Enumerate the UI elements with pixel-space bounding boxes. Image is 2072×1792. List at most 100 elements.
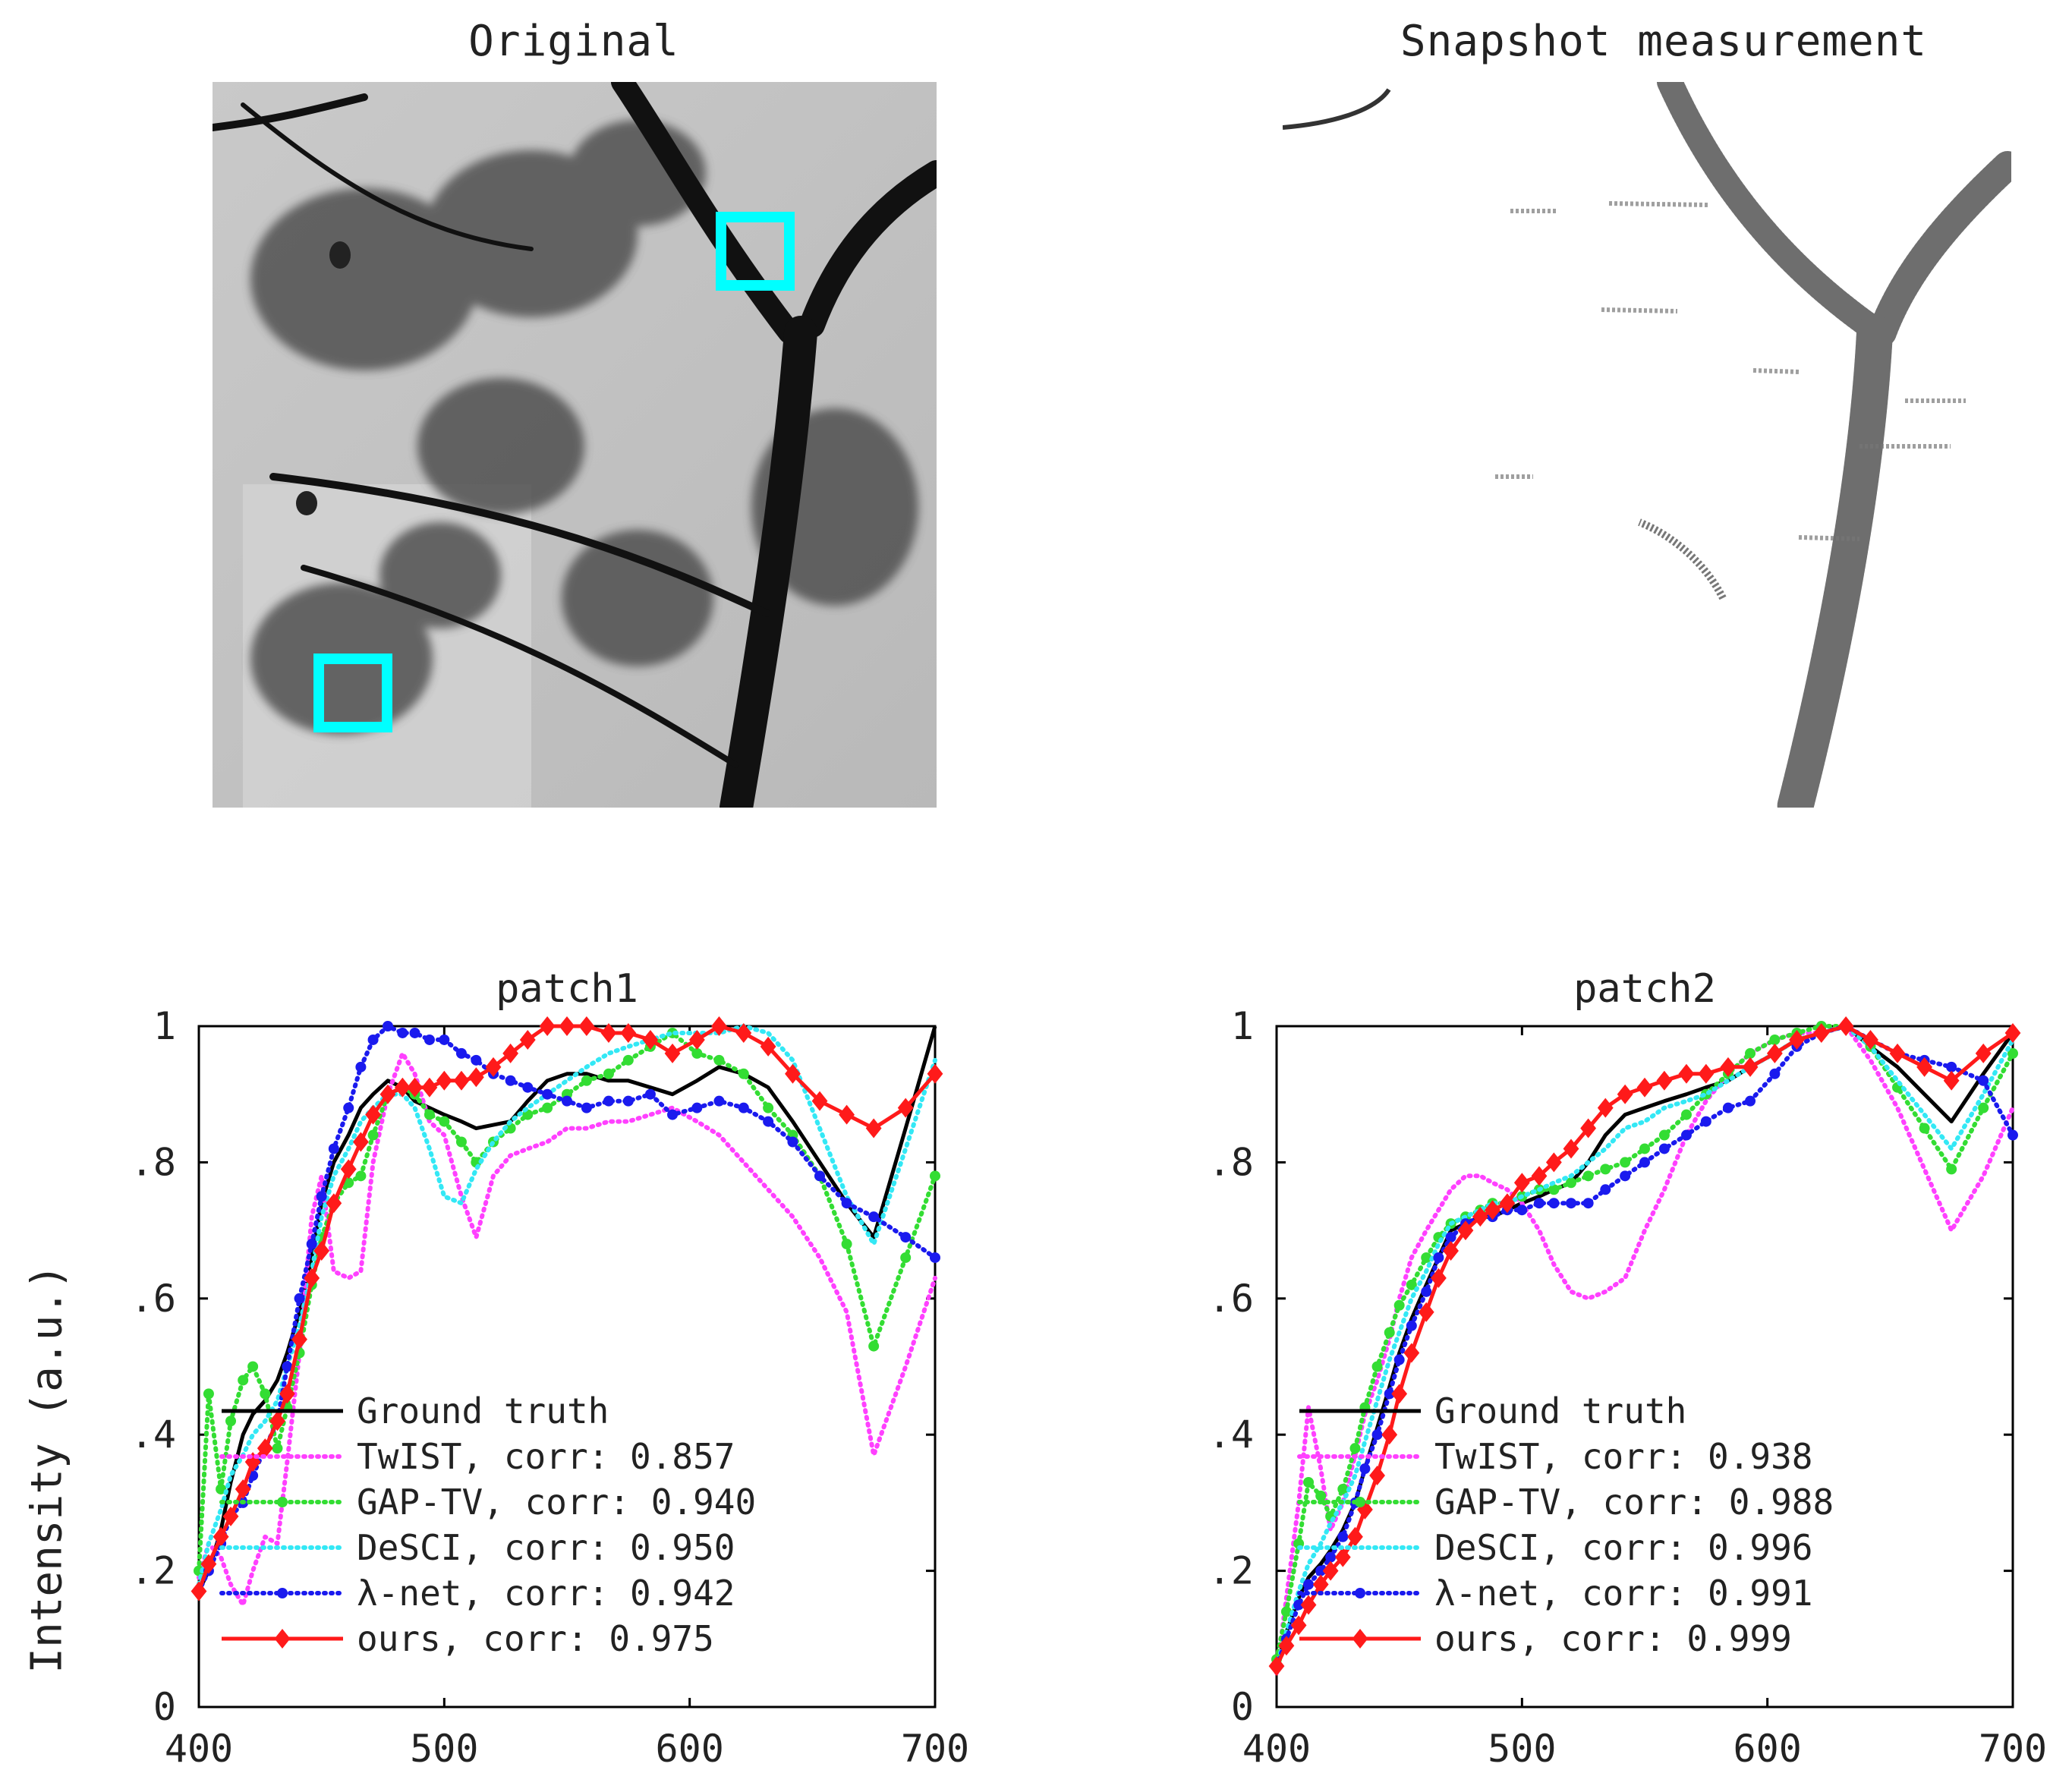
data-point — [767, 1087, 769, 1088]
data-point — [767, 1032, 769, 1034]
data-point — [203, 1388, 214, 1400]
data-point — [414, 1073, 416, 1075]
knot — [296, 491, 317, 515]
data-point — [566, 1080, 568, 1082]
patch2-chart: patch2 400 500 600 700 0 0.2 0.4 0.6 0.8 1 Ground t… — [1207, 966, 2047, 1771]
data-point — [1982, 1073, 1984, 1075]
patch1-chart: patch1 400 500 600 700 0 0.2 0.4 0.6 0.8 1 Ground t… — [129, 966, 969, 1771]
data-point — [539, 1016, 556, 1036]
data-point — [1308, 1577, 1309, 1579]
data-point — [1658, 1129, 1670, 1141]
data-point — [1325, 1551, 1337, 1563]
data-point — [743, 1161, 745, 1163]
data-point — [282, 1361, 293, 1372]
data-point — [1720, 1057, 1737, 1077]
data-point — [1322, 1561, 1339, 1581]
data-point — [900, 1252, 912, 1263]
x-tick-label: 500 — [410, 1727, 478, 1771]
data-point — [367, 1034, 379, 1045]
data-point — [868, 1340, 880, 1352]
data-point — [387, 1080, 389, 1082]
data-point — [1399, 1298, 1400, 1299]
data-point — [1624, 1277, 1626, 1279]
data-point — [814, 1170, 826, 1182]
data-point — [1315, 1565, 1327, 1576]
y-axis-label: Intensity (a.u.) — [22, 1264, 72, 1674]
data-point — [672, 1107, 673, 1109]
legend-marker — [1355, 1588, 1365, 1598]
data-point — [407, 1077, 423, 1098]
y-tick-label: 0.4 — [1207, 1412, 1254, 1457]
data-point — [1538, 1189, 1540, 1190]
data-point — [1897, 1080, 1898, 1082]
data-point — [1769, 1068, 1781, 1079]
data-point — [1389, 1339, 1390, 1340]
data-point — [905, 1128, 906, 1129]
legend-label: λ-net, corr: 0.942 — [357, 1573, 735, 1614]
data-point — [1978, 1102, 1989, 1113]
data-point — [642, 1029, 659, 1050]
x-tick-label: 600 — [1733, 1727, 1802, 1771]
data-point — [1303, 1476, 1315, 1488]
data-point — [421, 1077, 438, 1098]
snapshot-image — [1283, 82, 2011, 808]
data-point — [453, 1070, 470, 1091]
y-tick-label: 0.6 — [1207, 1277, 1254, 1321]
data-point — [846, 1195, 848, 1197]
data-point — [1951, 1148, 1952, 1149]
data-point — [1538, 1195, 1540, 1197]
data-point — [1312, 1574, 1329, 1595]
data-point — [269, 1411, 285, 1431]
data-point — [1680, 1109, 1692, 1120]
data-point — [510, 1154, 512, 1156]
data-point — [2012, 1107, 2014, 1109]
data-point — [841, 1239, 852, 1250]
data-point — [1639, 1143, 1650, 1154]
data-point — [542, 1102, 553, 1113]
data-point — [1411, 1257, 1412, 1258]
data-point — [455, 1047, 467, 1059]
data-point — [865, 1118, 882, 1139]
data-point — [1863, 1029, 1878, 1050]
legend-label: TwIST, corr: 0.857 — [357, 1436, 735, 1477]
legend: Ground truth TwIST, corr: 0.938 GAP-TV, co… — [1297, 1390, 1834, 1659]
data-point — [792, 1121, 793, 1123]
data-point — [841, 1198, 852, 1209]
data-point — [1421, 1286, 1432, 1297]
data-point — [522, 1082, 534, 1093]
data-point — [1411, 1298, 1412, 1299]
data-point — [1570, 1291, 1572, 1293]
data-point — [713, 1054, 725, 1066]
data-point — [1639, 1157, 1650, 1168]
legend-label: DeSCI, corr: 0.950 — [357, 1527, 735, 1568]
data-point — [1393, 1354, 1405, 1365]
data-point — [1745, 1047, 1756, 1059]
data-point — [279, 1384, 295, 1404]
y-tick-label: 0.2 — [129, 1549, 176, 1593]
data-point — [1377, 1400, 1378, 1401]
data-point — [1766, 1043, 1783, 1063]
data-point — [424, 1109, 435, 1120]
data-point — [1919, 1123, 1930, 1134]
data-point — [1548, 1184, 1560, 1195]
data-point — [1580, 1118, 1597, 1139]
data-point — [343, 1102, 354, 1113]
data-point — [1315, 1490, 1327, 1501]
data-point — [257, 1438, 273, 1459]
legend-marker — [1355, 1497, 1365, 1507]
data-point — [326, 1193, 342, 1214]
data-point — [1566, 1177, 1576, 1189]
data-point — [1533, 1198, 1545, 1209]
legend-label: ours, corr: 0.975 — [357, 1618, 714, 1659]
data-point — [1433, 1252, 1444, 1263]
legend-label: λ-net, corr: 0.991 — [1434, 1573, 1813, 1614]
data-point — [276, 1400, 278, 1401]
data-point — [409, 1027, 420, 1038]
data-point — [1293, 1599, 1305, 1611]
data-point — [927, 1063, 943, 1084]
legend-marker — [277, 1588, 288, 1598]
y-tick-label: 1 — [1231, 1004, 1254, 1048]
data-point — [333, 1161, 335, 1163]
data-point — [1617, 1084, 1633, 1104]
data-point — [578, 1016, 595, 1036]
